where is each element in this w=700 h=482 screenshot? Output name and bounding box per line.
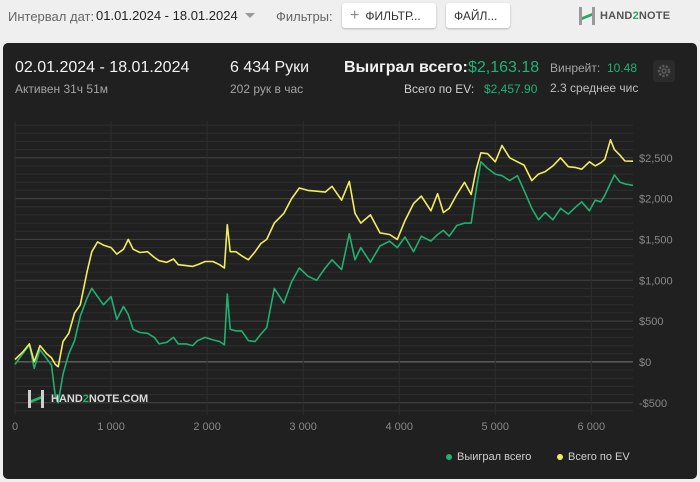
- filters-button-label: ФИЛЬТР...: [365, 8, 421, 23]
- active-time: Активен 31ч 51м: [15, 82, 108, 96]
- legend-ev-label: Всего по EV: [568, 451, 630, 463]
- y-tick-label: -$500: [639, 398, 667, 410]
- y-tick-label: $0: [639, 357, 651, 369]
- y-tick-label: $500: [639, 316, 663, 328]
- hands-per-hour: 202 рук в час: [230, 82, 304, 96]
- legend-ev-dot: [557, 454, 563, 460]
- avg-text: 2.3 среднее чис: [550, 81, 639, 95]
- x-tick-label: 4 000: [385, 421, 413, 433]
- hand2note-logo-icon: [579, 7, 595, 25]
- watermark-text: HAND2NOTE.COM: [51, 393, 149, 405]
- watermark-logo-icon: [28, 390, 44, 408]
- plus-icon: +: [350, 6, 360, 24]
- legend-won-label: Выиграл всего: [457, 451, 532, 463]
- x-tick-label: 3 000: [289, 421, 317, 433]
- top-toolbar: Интервал дат: 01.01.2024 - 18.01.2024 Фи…: [0, 0, 700, 34]
- x-tick-label: 5 000: [481, 421, 509, 433]
- graph-panel: 02.01.2024 - 18.01.2024 Активен 31ч 51м …: [3, 43, 697, 479]
- ev-total-value: $2,457.90: [484, 82, 538, 96]
- series-line-ev: [14, 139, 634, 368]
- watermark: HAND2NOTE.COM: [27, 389, 148, 409]
- legend-item-won[interactable]: Выиграл всего: [446, 451, 531, 463]
- winrate-value: 10.48: [607, 61, 638, 75]
- legend-won-dot: [446, 454, 452, 460]
- date-range-label: Интервал дат:: [8, 9, 95, 24]
- y-tick-label: $1,500: [639, 234, 673, 246]
- winrate-label: Винрейт:: [550, 61, 601, 75]
- y-tick-label: $1,000: [639, 275, 673, 287]
- summary-date-range: 02.01.2024 - 18.01.2024: [15, 59, 190, 76]
- x-tick-label: 2 000: [193, 421, 221, 433]
- files-button[interactable]: ФАЙЛ...: [446, 3, 510, 28]
- x-tick-label: 6 000: [578, 421, 606, 433]
- series-line-won: [14, 161, 634, 404]
- files-button-label: ФАЙЛ...: [454, 8, 498, 23]
- y-tick-label: $2,500: [639, 153, 673, 165]
- filters-label: Фильтры:: [276, 9, 333, 24]
- hand2note-logo: HAND2NOTE: [578, 6, 670, 26]
- filters-button[interactable]: + ФИЛЬТР...: [342, 3, 436, 28]
- date-range-select[interactable]: 01.01.2024 - 18.01.2024: [96, 8, 238, 23]
- legend-item-ev[interactable]: Всего по EV: [557, 451, 630, 463]
- profit-chart: 0 1 000 2 000 3 000 4 000 5 000 6 000 -$500 $0 $5…: [12, 121, 673, 433]
- won-total-label: Выиграл всего:: [344, 59, 468, 76]
- y-tick-label: $2,000: [639, 194, 673, 206]
- hands-count: 6 434 Руки: [230, 59, 310, 76]
- x-tick-label: 0: [12, 421, 18, 433]
- x-tick-label: 1 000: [97, 421, 125, 433]
- won-total-value: $2,163.18: [468, 59, 540, 76]
- gear-icon: [657, 64, 671, 78]
- settings-button[interactable]: [653, 60, 675, 82]
- logo-text: HAND2NOTE: [600, 10, 671, 22]
- ev-total-label: Всего по EV:: [404, 82, 475, 96]
- chevron-down-icon[interactable]: [245, 13, 255, 18]
